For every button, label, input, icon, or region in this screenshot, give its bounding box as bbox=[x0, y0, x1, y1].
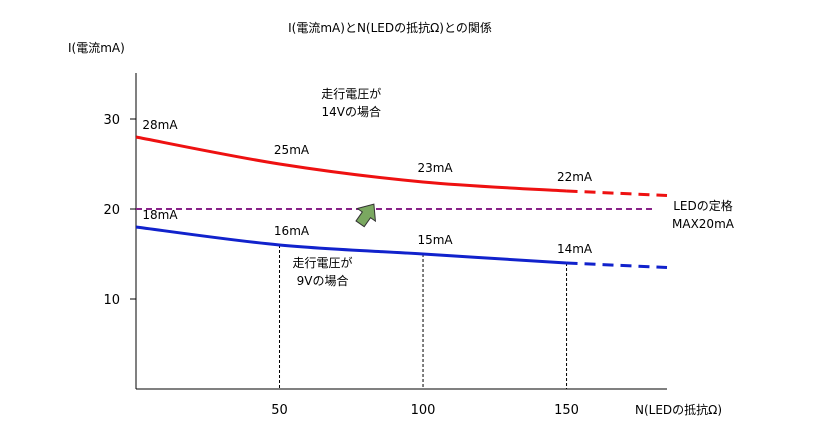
x-tick-label: 150 bbox=[554, 403, 579, 418]
series-annotation: 走行電圧が bbox=[321, 86, 381, 101]
series-annotation: 走行電圧が bbox=[293, 255, 353, 270]
chart-title: I(電流mA)とN(LEDの抵抗Ω)との関係 bbox=[288, 20, 492, 35]
series-annotation: 14Vの場合 bbox=[322, 104, 381, 119]
data-label: 14mA bbox=[557, 242, 593, 256]
series-line bbox=[135, 135, 567, 193]
y-tick-label: 30 bbox=[103, 113, 120, 128]
reference-label: MAX20mA bbox=[672, 217, 735, 231]
x-tick-label: 50 bbox=[271, 403, 288, 418]
up-arrow-icon bbox=[355, 203, 377, 228]
reference-label: LEDの定格 bbox=[673, 198, 733, 213]
data-label: 15mA bbox=[417, 233, 453, 247]
point-labels: 28mA 25mA 23mA 22mA 18mA 16mA 15mA 14mA bbox=[142, 118, 592, 256]
data-label: 25mA bbox=[274, 143, 310, 157]
data-label: 28mA bbox=[142, 118, 178, 132]
y-ticks: 10 20 30 bbox=[103, 113, 136, 308]
data-label: 18mA bbox=[142, 208, 178, 222]
vertical-guides bbox=[279, 245, 568, 389]
reference-line-group: LEDの定格 MAX20mA bbox=[136, 198, 735, 231]
series-extension bbox=[566, 261, 668, 269]
series-annotation: 9Vの場合 bbox=[297, 273, 349, 288]
series-line bbox=[135, 225, 567, 265]
series-group bbox=[135, 135, 668, 269]
y-tick-label: 10 bbox=[103, 293, 120, 308]
x-axis-label: N(LEDの抵抗Ω) bbox=[635, 402, 722, 417]
x-tick-label: 100 bbox=[411, 403, 436, 418]
series-extension bbox=[566, 189, 668, 197]
y-axis-label: I(電流mA) bbox=[68, 41, 125, 55]
data-label: 22mA bbox=[557, 170, 593, 184]
y-tick-label: 20 bbox=[103, 203, 120, 218]
x-ticks: 50 100 150 bbox=[271, 403, 579, 418]
data-label: 23mA bbox=[417, 161, 453, 175]
data-label: 16mA bbox=[274, 224, 310, 238]
